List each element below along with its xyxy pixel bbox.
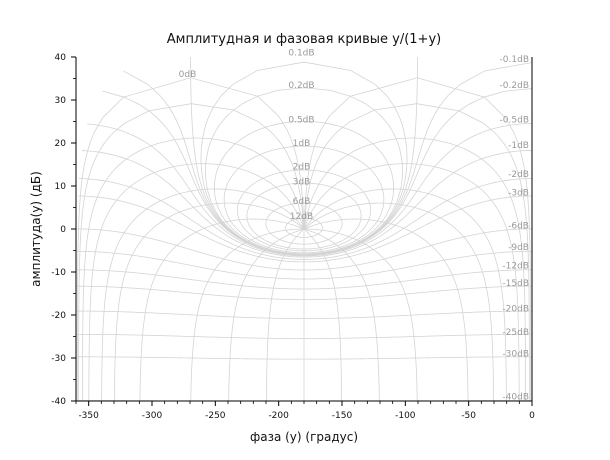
x-tick-label: -150 [332, 411, 353, 421]
y-tick-label: -40 [51, 397, 66, 407]
negative-magnitude-curve-label: -12dB [502, 262, 529, 272]
magnitude-curve-label: 1dB [293, 139, 311, 149]
x-tick-label: -200 [268, 411, 289, 421]
x-ticks: -350 -300 -250 -200 -150 -100 -50 0 [75, 401, 535, 421]
nichols-grid [76, 57, 532, 401]
zero-db-label: 0dB [179, 70, 197, 80]
negative-magnitude-curve-label: -1dB [508, 141, 529, 151]
y-tick-label: -10 [51, 268, 66, 278]
y-tick-label: -20 [51, 311, 66, 321]
y-tick-label: 0 [60, 225, 66, 235]
negative-magnitude-curve-label: -0.2dB [500, 81, 529, 91]
x-tick-label: -350 [78, 411, 99, 421]
negative-magnitude-curve-label: -20dB [502, 305, 529, 315]
y-tick-label: 30 [55, 96, 67, 106]
y-tick-label: -30 [51, 354, 66, 364]
phase-curve [265, 228, 305, 401]
phase-curve [303, 218, 469, 401]
phase-curve [303, 228, 380, 401]
x-tick-label: 0 [529, 411, 535, 421]
y-tick-label: 20 [55, 139, 67, 149]
magnitude-curve-label: 0.5dB [288, 115, 314, 125]
magnitude-curve-label: 6dB [293, 197, 311, 207]
phase-curve [190, 228, 304, 401]
x-tick-label: -250 [205, 411, 226, 421]
negative-magnitude-curve-label: -9dB [508, 243, 529, 253]
plot-area: 0.1dB 0.2dB 0.5dB 1dB 2dB 3dB 6dB 12dB 0dB -0.1dB… [76, 49, 532, 403]
negative-magnitude-curve-label: -0.5dB [500, 115, 529, 125]
magnitude-curve-label: 12dB [290, 212, 313, 222]
negative-magnitude-curve-label: -30dB [502, 350, 529, 360]
negative-magnitude-curve-label: -25dB [502, 328, 529, 338]
phase-curve [303, 228, 343, 401]
x-tick-label: -100 [395, 411, 416, 421]
phase-curve [76, 77, 305, 401]
y-ticks: -40 -30 -20 -10 0 10 20 30 40 [51, 53, 76, 407]
magnitude-curve-label: 3dB [293, 178, 311, 188]
x-tick-label: -50 [461, 411, 476, 421]
y-axis-label: амплитуда(y) (дБ) [29, 171, 43, 287]
negative-magnitude-curve-label: -3dB [508, 188, 529, 198]
negative-magnitude-curve-label: -15dB [502, 279, 529, 289]
nichols-grid-labels: 0.1dB 0.2dB 0.5dB 1dB 2dB 3dB 6dB 12dB 0dB -0.1dB… [179, 49, 529, 403]
magnitude-curve-label: 0.1dB [288, 49, 314, 59]
y-tick-label: 10 [55, 182, 67, 192]
negative-magnitude-curve-label: -0.1dB [500, 55, 529, 65]
negative-magnitude-curve-label: -2dB [508, 170, 529, 180]
x-axis-label: фаза (y) (градус) [250, 430, 358, 444]
negative-magnitude-curve-label: -6dB [508, 222, 529, 232]
y-tick-label: 40 [55, 53, 67, 63]
x-tick-label: -300 [142, 411, 163, 421]
chart-title: Амплитудная и фазовая кривые y/(1+y) [167, 32, 441, 47]
negative-magnitude-curve-label: -40dB [502, 393, 529, 403]
magnitude-curve-label: 0.2dB [288, 81, 314, 91]
magnitude-curve-label: 2dB [293, 163, 311, 173]
